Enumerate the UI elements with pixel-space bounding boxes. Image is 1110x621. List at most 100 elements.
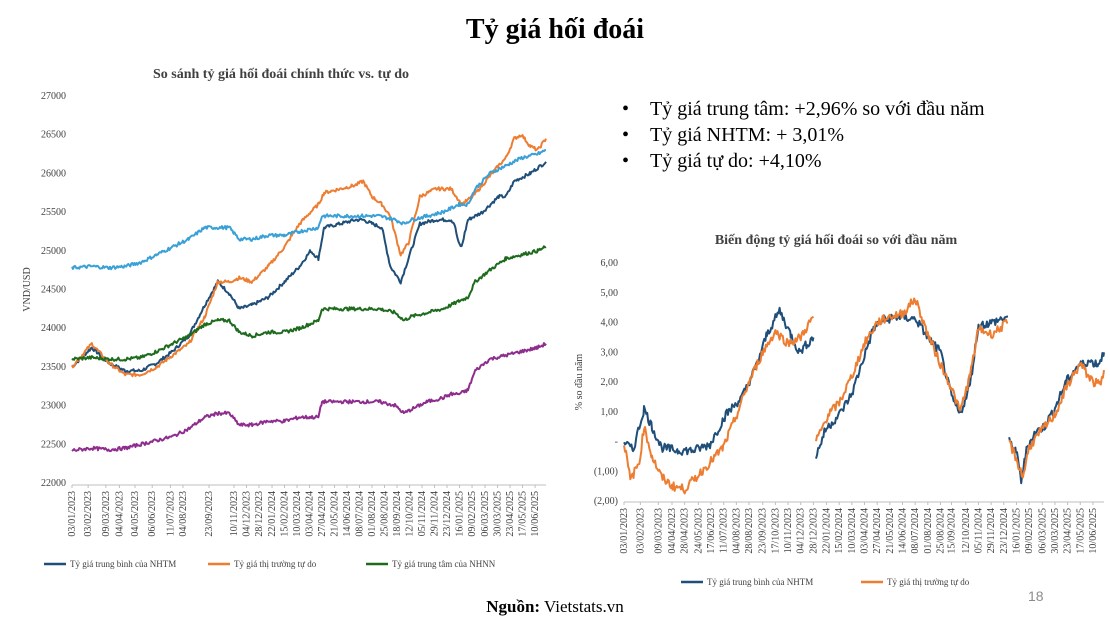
y-tick-label: 4,00 <box>601 318 619 329</box>
y-tick-label: 2,00 <box>601 377 619 388</box>
x-tick-label: 03/02/2023 <box>83 491 94 537</box>
x-tick-label: 10/06/2025 <box>1088 508 1099 554</box>
x-tick-label: 11/07/2023 <box>719 508 730 553</box>
x-tick-label: 09/02/2025 <box>467 491 478 537</box>
x-tick-label: 18/09/2024 <box>392 491 403 537</box>
x-tick-label: 28/12/2023 <box>254 491 265 537</box>
x-tick-label: 25/08/2024 <box>380 491 391 537</box>
x-tick-label: 05/11/2024 <box>417 491 428 536</box>
series-line-4 <box>71 149 547 271</box>
x-tick-label: 03/04/2024 <box>305 491 316 537</box>
legend-label-1: Tỷ giá trung bình của NHTM <box>707 577 813 587</box>
source-label: Nguồn: <box>486 597 541 616</box>
x-tick-label: 30/03/2025 <box>1050 508 1061 554</box>
x-tick-label: 23/12/2024 <box>999 508 1010 554</box>
x-tick-label: 27/04/2024 <box>872 508 883 554</box>
x-tick-label: 09/03/2023 <box>653 508 664 554</box>
x-tick-label: 05/11/2024 <box>973 508 984 553</box>
source-value: Vietstats.vn <box>544 597 624 616</box>
x-tick-label: 23/09/2023 <box>758 508 769 554</box>
series-line-1 <box>1008 352 1105 485</box>
x-tick-label: 04/08/2023 <box>731 508 742 554</box>
legend-label-1: Tỷ giá trung bình của NHTM <box>70 559 176 569</box>
series-line-1 <box>71 161 547 374</box>
key-stats-list: Tỷ giá trung tâm: +2,96% so với đầu năm … <box>618 96 985 174</box>
x-tick-label: 04/08/2023 <box>178 491 189 537</box>
y-tick-label: 26000 <box>41 168 66 179</box>
x-tick-label: 10/11/2023 <box>229 491 240 536</box>
y-tick-label: 25500 <box>41 207 66 218</box>
x-tick-label: 10/06/2025 <box>530 491 541 537</box>
y-tick-label: 22000 <box>41 478 66 489</box>
x-tick-label: 06/03/2025 <box>480 491 491 537</box>
x-tick-label: 03/02/2023 <box>635 508 646 554</box>
x-tick-label: 10/03/2024 <box>847 508 858 554</box>
x-tick-label: 04/12/2023 <box>796 508 807 554</box>
x-tick-label: 04/05/2023 <box>130 491 141 537</box>
x-tick-label: 08/07/2024 <box>910 508 921 554</box>
y-tick-label: 26500 <box>41 130 66 141</box>
x-tick-label: 06/03/2025 <box>1037 508 1048 554</box>
x-tick-label: 01/08/2024 <box>367 491 378 537</box>
series-line-1 <box>623 306 815 456</box>
source-note: Nguồn: Vietstats.vn <box>0 597 1110 617</box>
series-line-2 <box>71 134 547 378</box>
y-tick-label: 3,00 <box>601 347 619 358</box>
x-tick-label: 25/08/2024 <box>935 508 946 554</box>
x-tick-label: 15/09/2024 <box>947 508 958 554</box>
x-tick-label: 01/08/2024 <box>923 508 934 554</box>
x-tick-label: 22/01/2024 <box>267 491 278 537</box>
x-tick-label: 06/06/2023 <box>147 491 158 537</box>
slide-title: Tỷ giá hối đoái <box>465 14 645 45</box>
y-tick-label: 5,00 <box>601 288 619 299</box>
x-tick-label: 15/02/2024 <box>280 491 291 537</box>
x-tick-label: 04/04/2023 <box>667 508 678 554</box>
x-tick-label: 14/06/2024 <box>342 491 353 537</box>
x-tick-label: 28/04/2023 <box>680 508 691 554</box>
y-tick-label: 24500 <box>41 285 66 296</box>
x-tick-label: 17/05/2025 <box>1075 508 1086 554</box>
x-tick-label: 09/02/2025 <box>1024 508 1035 554</box>
legend-label-3: Tỷ giá trung tâm của NHNN <box>392 559 496 569</box>
bullet-central-rate: Tỷ giá trung tâm: +2,96% so với đầu năm <box>618 96 985 122</box>
series-line-2 <box>1008 361 1105 479</box>
y-tick-label: (2,00) <box>594 496 618 507</box>
page-number: 18 <box>1028 588 1044 604</box>
x-tick-label: 23/04/2025 <box>1063 508 1074 554</box>
y-tick-label: 27000 <box>41 91 66 102</box>
x-tick-label: 11/07/2023 <box>165 491 176 536</box>
x-tick-label: 14/06/2024 <box>898 508 909 554</box>
series-line-1 <box>815 311 1009 459</box>
y-tick-label: 24000 <box>41 323 66 334</box>
y-tick-label: 1,00 <box>601 407 619 418</box>
x-tick-label: 10/11/2023 <box>783 508 794 553</box>
x-tick-label: 16/01/2025 <box>455 491 466 537</box>
x-tick-label: 08/07/2024 <box>355 491 366 537</box>
series-line-5 <box>71 342 547 453</box>
x-tick-label: 29/11/2024 <box>430 491 441 536</box>
legend-label-2: Tỷ giá thị trường tự do <box>887 577 970 587</box>
x-tick-label: 28/08/2023 <box>744 508 755 554</box>
x-tick-label: 23/09/2023 <box>204 491 215 537</box>
y-tick-label: 25000 <box>41 246 66 257</box>
y-tick-label: 23000 <box>41 401 66 412</box>
x-tick-label: 17/10/2023 <box>770 508 781 554</box>
y-tick-label: 22500 <box>41 439 66 450</box>
x-tick-label: 10/03/2024 <box>292 491 303 537</box>
x-tick-label: 12/10/2024 <box>405 491 416 537</box>
y-tick-label: 23500 <box>41 362 66 373</box>
x-tick-label: 03/04/2024 <box>860 508 871 554</box>
chart-title: Biến động tỷ giá hối đoái so với đầu năm <box>715 233 958 248</box>
y-tick-label: 6,00 <box>601 258 619 269</box>
x-tick-label: 16/01/2025 <box>1011 508 1022 554</box>
y-tick-label: - <box>615 437 618 448</box>
comparison-line-chart: So sánh tỷ giá hối đoái chính thức vs. t… <box>22 67 547 569</box>
bullet-commercial-rate: Tỷ giá NHTM: + 3,01% <box>618 122 985 148</box>
series-line-2 <box>623 315 815 495</box>
x-tick-label: 17/05/2025 <box>518 491 529 537</box>
x-tick-label: 03/01/2023 <box>67 491 78 537</box>
x-tick-label: 23/04/2025 <box>505 491 516 537</box>
x-tick-label: 15/02/2024 <box>834 508 845 554</box>
x-tick-label: 12/10/2024 <box>961 508 972 554</box>
y-axis-label: % so đầu năm <box>574 354 585 411</box>
